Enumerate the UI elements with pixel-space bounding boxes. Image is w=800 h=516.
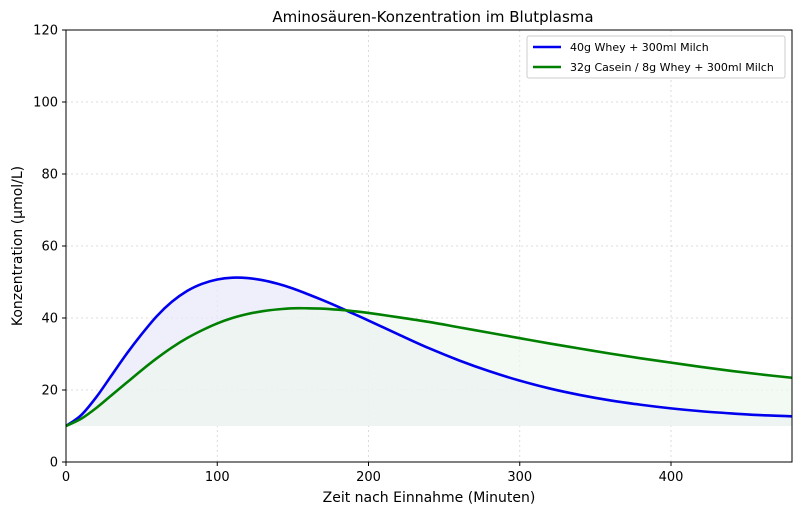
x-tick-label: 0 [62, 470, 70, 485]
y-tick-label: 40 [41, 312, 58, 327]
axis-ticks: 0 100 200 300 400 0 20 40 60 80 100 120 [33, 24, 683, 486]
legend-label-whey: 40g Whey + 300ml Milch [570, 41, 709, 54]
y-tick-label: 0 [50, 456, 58, 471]
y-tick-label: 60 [41, 240, 58, 255]
y-axis-title: Konzentration (µmol/L) [10, 166, 26, 326]
series-line-casein [65, 306, 793, 428]
series-lines [65, 276, 793, 428]
area-fill-casein [66, 308, 792, 426]
x-tick-label: 300 [507, 470, 532, 485]
x-tick-label: 100 [205, 470, 230, 485]
series-line-whey [65, 276, 793, 428]
x-axis-title: Zeit nach Einnahme (Minuten) [323, 490, 536, 506]
legend: 40g Whey + 300ml Milch 32g Casein / 8g W… [526, 35, 786, 79]
chart-title: Aminosäuren-Konzentration im Blutplasma [272, 8, 593, 26]
y-tick-label: 100 [33, 96, 58, 111]
x-tick-label: 200 [356, 470, 381, 485]
y-tick-label: 20 [41, 384, 58, 399]
x-tick-label: 400 [659, 470, 684, 485]
y-tick-label: 120 [33, 24, 58, 39]
legend-label-casein: 32g Casein / 8g Whey + 300ml Milch [570, 61, 774, 74]
legend-box [526, 35, 786, 79]
y-tick-label: 80 [41, 168, 58, 183]
